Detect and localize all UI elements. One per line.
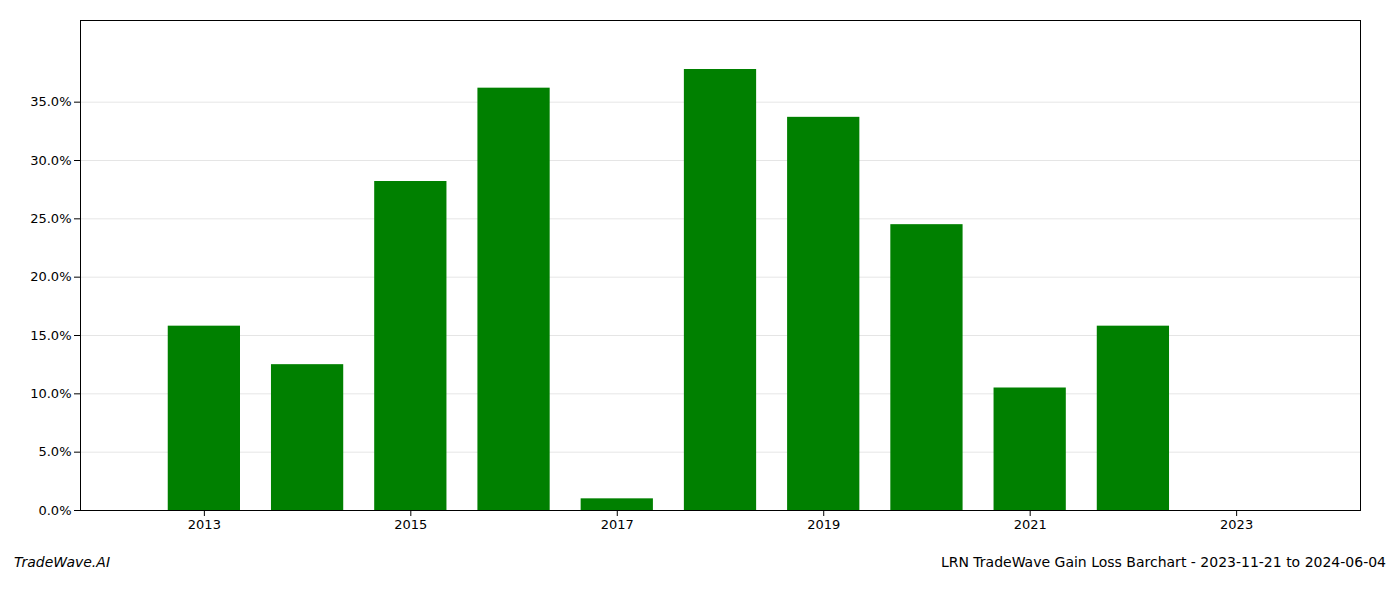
svg-text:2015: 2015 — [394, 517, 427, 532]
svg-text:25.0%: 25.0% — [30, 211, 71, 226]
svg-text:2023: 2023 — [1220, 517, 1253, 532]
svg-text:2019: 2019 — [807, 517, 840, 532]
svg-text:2017: 2017 — [601, 517, 634, 532]
svg-text:2013: 2013 — [188, 517, 221, 532]
html-text:TradeWave.AI: TradeWave.AI — [14, 554, 110, 570]
svg-text:10.0%: 10.0% — [30, 386, 71, 401]
svg-text:0.0%: 0.0% — [38, 503, 71, 518]
svg-text:20.0%: 20.0% — [30, 269, 71, 284]
svg-text:30.0%: 30.0% — [30, 153, 71, 168]
svg-text:2021: 2021 — [1014, 517, 1047, 532]
svg-text:35.0%: 35.0% — [30, 94, 71, 109]
svg-text:15.0%: 15.0% — [30, 328, 71, 343]
svg-text:5.0%: 5.0% — [38, 444, 71, 459]
html-text:LRN TradeWave Gain Loss Barcha: LRN TradeWave Gain Loss Barchart - 2023-… — [940, 554, 1386, 570]
